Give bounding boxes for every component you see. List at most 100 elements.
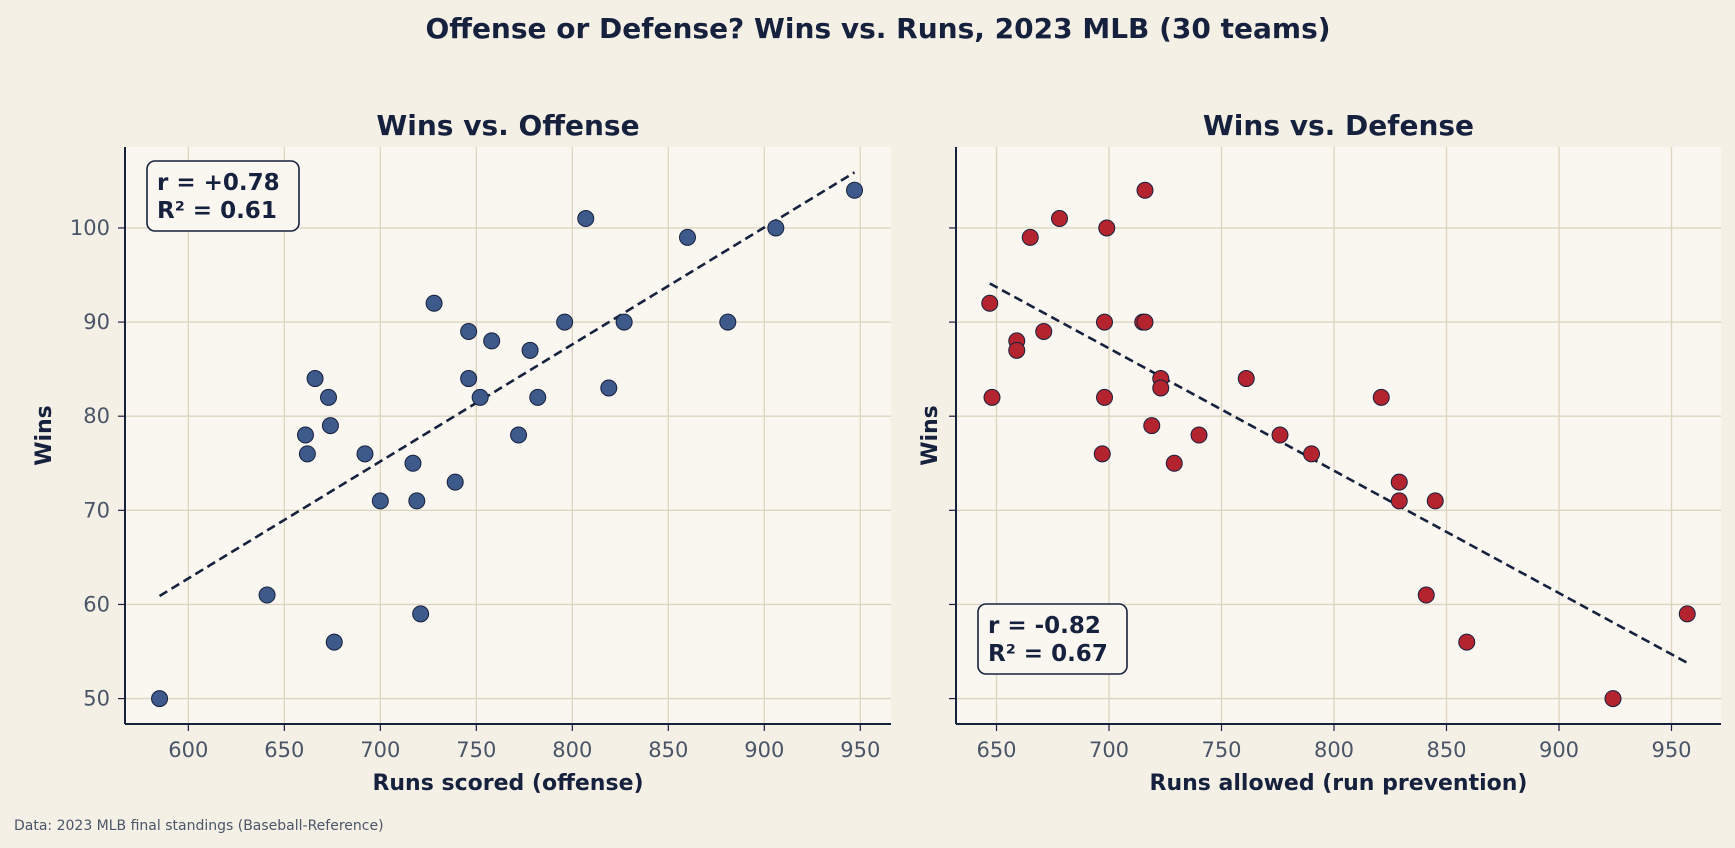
- defense-data-point: [1417, 586, 1435, 604]
- defense-y-axis-label: Wins: [918, 405, 943, 466]
- offense-x-tick-label: 600: [168, 738, 208, 762]
- offense-x-tick-label: 850: [648, 738, 688, 762]
- defense-data-point: [1008, 341, 1026, 359]
- defense-correlation-box-frame: [977, 603, 1128, 675]
- defense-data-point: [1098, 219, 1116, 237]
- offense-data-point: [408, 492, 426, 510]
- defense-data-point: [1096, 313, 1113, 331]
- defense-panel-title: Wins vs. Defense: [1203, 109, 1474, 142]
- defense-x-tick-label: 700: [1089, 738, 1129, 762]
- defense-data-point: [981, 294, 999, 312]
- offense-data-point: [767, 219, 785, 237]
- offense-x-axis-label: Runs scored (offense): [372, 771, 643, 796]
- defense-data-point: [1678, 605, 1696, 623]
- offense-correlation-r2: R² = 0.61: [157, 198, 277, 224]
- offense-x-tick-label: 750: [456, 738, 496, 762]
- defense-x-tick-label: 650: [976, 738, 1016, 762]
- defense-data-point: [1372, 388, 1390, 406]
- offense-data-point: [556, 313, 574, 331]
- defense-data-point: [1271, 426, 1289, 444]
- defense-correlation-r: r = -0.82: [988, 613, 1101, 639]
- offense-y-axis-label: Wins: [32, 405, 57, 466]
- defense-data-point: [1303, 445, 1320, 463]
- offense-y-tick-label: 90: [83, 310, 110, 334]
- offense-data-point: [577, 210, 595, 228]
- offense-data-point: [446, 473, 464, 491]
- defense-trend-line: [989, 282, 1688, 664]
- defense-x-tick-label: 750: [1201, 738, 1241, 762]
- offense-data-point: [412, 605, 430, 623]
- defense-x-tick-label: 800: [1314, 738, 1354, 762]
- defense-x-tick-label: 950: [1651, 738, 1691, 762]
- defense-data-point: [1143, 417, 1161, 435]
- defense-data-point: [1390, 492, 1408, 510]
- figure-title: Offense or Defense? Wins vs. Runs, 2023 …: [425, 12, 1330, 45]
- offense-x-tick-label: 650: [264, 738, 304, 762]
- defense-data-point: [1426, 492, 1444, 510]
- offense-points: [151, 181, 864, 708]
- offense-gridlines: [125, 147, 891, 724]
- defense-ticks: 650 700 750 800 850 900 950: [949, 227, 1692, 762]
- offense-x-tick-label: 700: [360, 738, 400, 762]
- defense-data-point: [1458, 633, 1476, 651]
- offense-data-point: [846, 181, 864, 199]
- defense-data-point: [1604, 690, 1622, 708]
- offense-data-point: [719, 313, 737, 331]
- defense-correlation-box: r = -0.82 R² = 0.67: [977, 603, 1128, 675]
- defense-data-point: [1190, 426, 1208, 444]
- defense-x-axis-label: Runs allowed (run prevention): [1150, 771, 1528, 796]
- defense-data-point: [1136, 181, 1154, 199]
- offense-y-tick-label: 50: [83, 687, 110, 711]
- offense-data-point: [151, 690, 169, 708]
- defense-data-point: [1035, 322, 1053, 340]
- offense-data-point: [258, 586, 276, 604]
- offense-data-point: [471, 388, 489, 406]
- offense-panel-title: Wins vs. Offense: [376, 109, 639, 142]
- defense-data-point: [983, 388, 1001, 406]
- offense-plot-area: [125, 147, 891, 724]
- defense-data-point: [1165, 454, 1183, 472]
- offense-x-tick-label: 950: [840, 738, 880, 762]
- offense-data-point: [298, 445, 316, 463]
- offense-correlation-box-frame: [146, 160, 300, 232]
- offense-panel: Wins vs. Offense Runs scored (offense) W…: [32, 109, 891, 796]
- offense-data-point: [615, 313, 633, 331]
- offense-data-point: [679, 228, 697, 246]
- offense-correlation-r: r = +0.78: [157, 170, 280, 196]
- offense-data-point: [325, 633, 343, 651]
- offense-x-tick-label: 900: [744, 738, 784, 762]
- offense-data-point: [483, 332, 501, 350]
- offense-ticks: 600 650 700 750 800 850 900 950 50 60 70 80 90 100: [70, 216, 880, 762]
- source-note: Data: 2023 MLB final standings (Baseball…: [14, 818, 384, 834]
- defense-data-point: [1136, 313, 1154, 331]
- offense-data-point: [296, 426, 314, 444]
- offense-y-tick-label: 60: [83, 592, 110, 616]
- offense-data-point: [306, 370, 324, 388]
- offense-x-tick-label: 800: [552, 738, 592, 762]
- offense-data-point: [521, 341, 539, 359]
- defense-data-point: [1390, 473, 1408, 491]
- defense-points: [981, 181, 1696, 708]
- defense-x-tick-label: 850: [1426, 738, 1466, 762]
- offense-data-point: [529, 388, 547, 406]
- offense-y-tick-label: 70: [83, 498, 110, 522]
- defense-data-point: [1093, 445, 1111, 463]
- offense-data-point: [425, 294, 443, 312]
- offense-correlation-box: r = +0.78 R² = 0.61: [146, 160, 300, 232]
- defense-data-point: [1152, 379, 1170, 397]
- offense-data-point: [319, 388, 337, 406]
- defense-correlation-r2: R² = 0.67: [988, 641, 1108, 667]
- defense-data-point: [1051, 210, 1068, 228]
- offense-data-point: [460, 322, 478, 340]
- defense-data-point: [1237, 370, 1255, 388]
- offense-data-point: [600, 379, 618, 397]
- offense-trend-line: [158, 171, 856, 598]
- offense-data-point: [356, 445, 374, 463]
- defense-gridlines: [956, 147, 1721, 724]
- defense-data-point: [1096, 388, 1113, 406]
- offense-y-tick-label: 100: [70, 216, 110, 240]
- offense-data-point: [460, 370, 478, 388]
- offense-data-point: [510, 426, 528, 444]
- defense-panel: Wins vs. Defense Runs allowed (run preve…: [918, 109, 1721, 796]
